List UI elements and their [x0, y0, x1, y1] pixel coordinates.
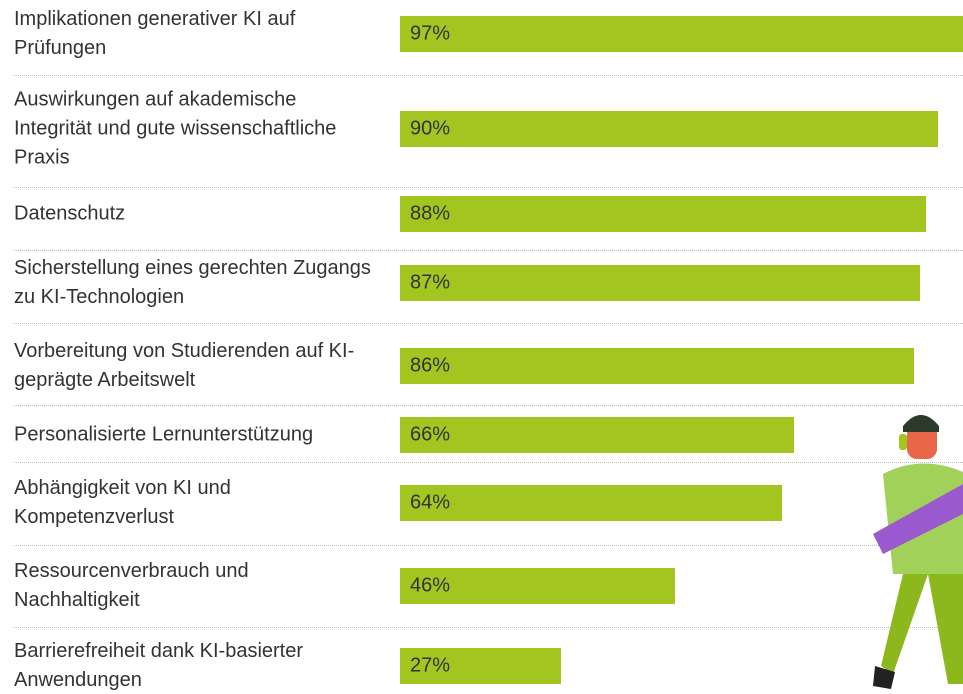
row-separator — [14, 405, 963, 406]
category-label: Personalisierte Lernunterstützung — [14, 421, 374, 450]
bar — [400, 485, 782, 521]
bar — [400, 196, 926, 232]
row-separator — [14, 250, 963, 251]
value-label: 86% — [410, 355, 450, 378]
illustration — [873, 404, 963, 694]
bar — [400, 348, 914, 384]
value-label: 90% — [410, 118, 450, 141]
category-label: Datenschutz — [14, 200, 374, 229]
value-label: 97% — [410, 23, 450, 46]
bar — [400, 265, 920, 301]
category-label: Implikationen generativer KI auf Prüfung… — [14, 5, 374, 63]
category-label: Vorbereitung von Studierenden auf KI-gep… — [14, 337, 374, 395]
row-separator — [14, 75, 963, 76]
value-label: 64% — [410, 492, 450, 515]
category-label: Auswirkungen auf akademische Integrität … — [14, 86, 374, 173]
row-separator — [14, 462, 963, 463]
category-label: Barrierefreiheit dank KI-basierter Anwen… — [14, 637, 374, 694]
row-separator — [14, 323, 963, 324]
value-label: 27% — [410, 655, 450, 678]
value-label: 46% — [410, 575, 450, 598]
row-separator — [14, 187, 963, 188]
value-label: 87% — [410, 272, 450, 295]
row-separator — [14, 627, 963, 628]
row-separator — [14, 545, 963, 546]
bar — [400, 111, 938, 147]
category-label: Ressourcenverbrauch und Nachhaltigkeit — [14, 557, 374, 615]
value-label: 88% — [410, 203, 450, 226]
chart: Implikationen generativer KI auf Prüfung… — [0, 0, 963, 694]
category-label: Abhängigkeit von KI und Kompetenzverlust — [14, 474, 374, 532]
value-label: 66% — [410, 424, 450, 447]
category-label: Sicherstellung eines gerechten Zugangs z… — [14, 254, 374, 312]
bar — [400, 16, 963, 52]
bar — [400, 417, 794, 453]
